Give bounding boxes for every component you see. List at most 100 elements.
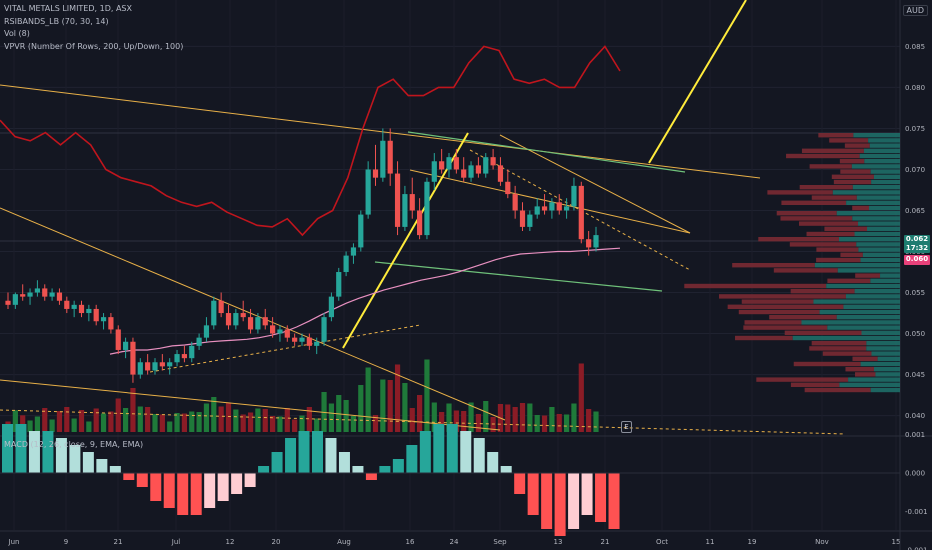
vpvr-up-bar [836,211,900,216]
vpvr-up-bar [864,159,900,164]
vpvr-down-bar [732,263,815,268]
candle-body [78,304,85,314]
time-axis-label: 24 [450,538,459,546]
volume-bar [534,415,540,432]
vpvr-down-bar [741,299,814,304]
macd-histogram-bar [82,452,94,473]
volume-bars [5,359,599,432]
candle-body [196,337,202,346]
volume-bar [12,410,18,432]
vpvr-down-bar [833,179,872,185]
macd-histogram-bar [500,466,512,473]
macd-histogram-bar [487,452,499,473]
candle-body [350,247,357,256]
volume-bar [218,406,224,432]
candle-body [292,337,298,342]
price-axis-label: 0.040 [905,412,925,420]
volume-bar [549,407,555,432]
volume-bar [93,408,99,432]
candle-body [211,300,217,326]
vpvr-down-bar [811,341,867,346]
volume-bar [556,414,562,432]
macd-indicator-label[interactable]: MACD (12, 26, close, 9, EMA, EMA) [4,440,144,449]
vpvr-up-bar [870,169,900,174]
macd-histogram-bar [541,473,553,529]
vpvr-up-bar [845,294,900,299]
vpvr-up-bar [859,153,900,159]
rsi-band-line [0,45,621,237]
vpvr-down-bar [744,320,802,325]
volume-bar [571,403,577,432]
vpvr-up-bar [861,330,900,335]
candle-body [49,292,55,297]
volume-bar [196,412,202,432]
volume-bar [578,363,584,432]
candle-body [409,194,415,211]
vpvr-up-bar [862,252,900,257]
volume-bar [247,412,254,432]
macd-histogram-bar [460,431,472,473]
macd-histogram-bar [244,473,256,487]
candle-body [299,337,305,342]
candle-body [534,206,540,215]
vpvr-down-bar [831,174,874,179]
volume-bar [483,401,489,432]
candle-body [152,362,158,371]
volume-bar [255,408,261,432]
volume-bar [512,407,518,432]
vpvr-up-bar [866,341,900,346]
vpvr-up-bar [868,138,900,143]
volume-bar [358,385,364,432]
candle-body [394,173,401,227]
volume-bar [108,411,114,432]
vpvr-up-bar [852,185,900,190]
candle-body [468,165,474,178]
time-axis-label: 21 [601,538,610,546]
candle-body [108,317,114,330]
vpvr-down-bar [793,361,861,367]
vpvr-up-bar [869,205,900,211]
volume-bar [564,414,570,432]
vpvr-up-bar [814,263,900,268]
earnings-badge[interactable]: E [621,421,632,433]
candle-body [527,214,533,227]
vpvr-down-bar [809,164,852,169]
price-axis-label: 0.075 [905,125,925,133]
volume-bar [402,383,408,432]
candle-body [556,202,562,211]
volume-bar [505,404,511,432]
candle-body [71,304,77,309]
candle-body [12,294,18,305]
channel-line [499,134,691,234]
vpvr-up-bar [871,179,900,185]
candle-body [424,181,430,236]
candle-body [453,157,459,170]
candle-body [42,288,48,297]
vpvr-down-bar [743,325,828,330]
dashed-baseline [0,409,846,435]
volume-bar [468,402,474,432]
vpvr-down-bar [756,377,849,382]
macd-histogram-bar [42,431,54,473]
candle-body [27,292,33,297]
candle-body [483,157,489,174]
price-axis-label: 0.050 [905,330,925,338]
currency-badge[interactable]: AUD [902,5,928,16]
macd-histogram-bar [2,424,13,473]
macd-histogram-bar [568,473,580,529]
vpvr-down-bar [852,356,878,361]
candle-body [321,317,327,342]
candle-body [56,292,63,301]
channel-green-bottom [374,261,663,292]
vpvr-up-bar [838,237,900,242]
candle-body [578,185,584,240]
vpvr-down-bar [811,195,857,200]
volume-bar [350,416,357,432]
time-axis-label: 15 [892,538,901,546]
volume-bar [475,414,481,432]
vpvr-down-bar [798,221,859,226]
macd-histogram-bar [312,431,323,473]
vpvr-down-bar [804,387,871,393]
